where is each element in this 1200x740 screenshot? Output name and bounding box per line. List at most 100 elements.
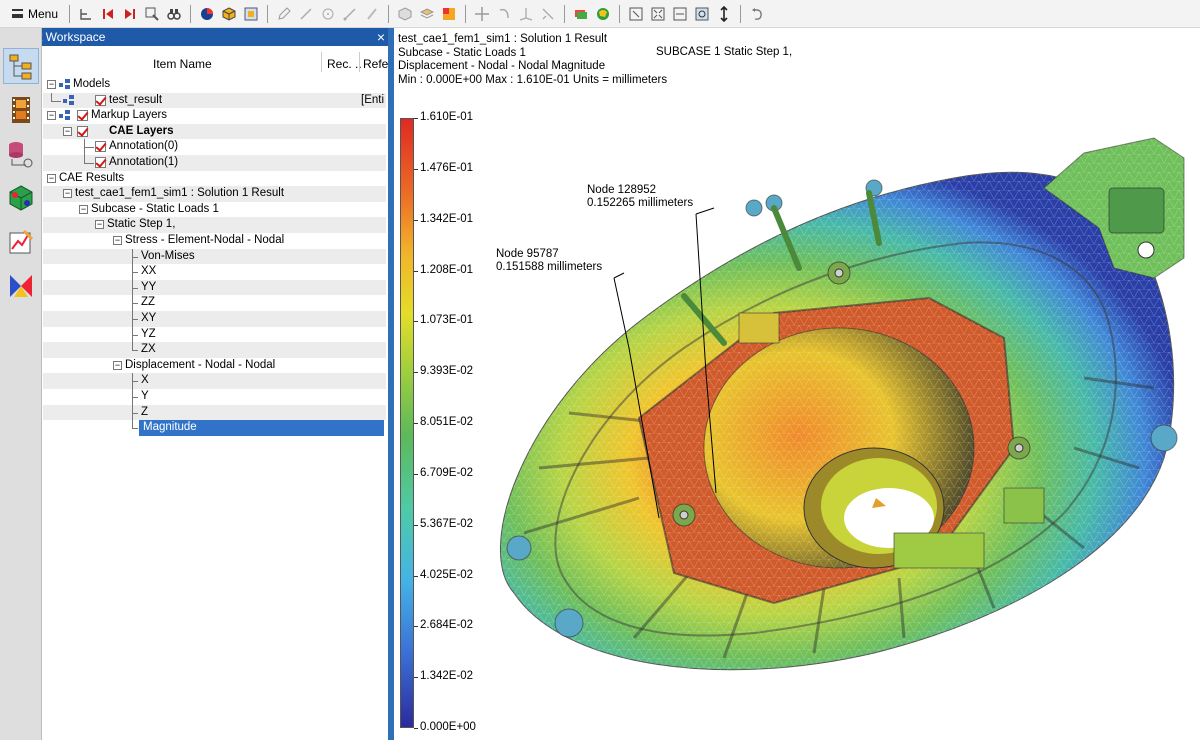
tree-leaf-y[interactable]: Y [43, 389, 386, 405]
tree-node-test-result[interactable]: test_result [Enti [43, 92, 386, 109]
fit-width-icon[interactable] [671, 5, 689, 23]
collapse-icon[interactable]: − [47, 110, 56, 121]
node-id-label: Node 95787 [496, 248, 559, 260]
collapse-icon[interactable]: − [113, 235, 122, 245]
tree-node-annotation-0[interactable]: Annotation(0) [43, 139, 386, 156]
rotate-arrow-icon[interactable] [495, 5, 513, 23]
main-toolbar: Menu [0, 0, 1200, 28]
tree-leaf-xy[interactable]: XY [43, 311, 386, 327]
node-id-label: Node 128952 [587, 184, 657, 196]
tree-node-models[interactable]: − Models [43, 77, 386, 93]
tree-node-markup-layers[interactable]: − Markup Layers [43, 108, 386, 124]
refresh-view-icon[interactable] [693, 5, 711, 23]
tree-leaf-xx[interactable]: XX [43, 264, 386, 281]
collapse-icon[interactable]: − [47, 79, 56, 89]
vertical-arrows-icon[interactable] [715, 5, 733, 23]
legend-value-label: 1.073E-01 [420, 314, 474, 327]
tree-leaf-magnitude[interactable]: Magnitude [43, 420, 386, 436]
tree-node-subcase[interactable]: − Subcase - Static Loads 1 [43, 202, 386, 218]
color-cube-icon[interactable] [440, 5, 458, 23]
tag-icon[interactable] [572, 5, 590, 23]
sphere-icon[interactable] [198, 5, 216, 23]
visibility-checkbox[interactable] [77, 110, 88, 122]
visibility-checkbox[interactable] [95, 141, 106, 153]
pencil-icon[interactable] [275, 5, 293, 23]
legend-value-label: 2.684E-02 [420, 619, 474, 632]
tree-label: CAE Results [59, 171, 125, 184]
node-value-label: 0.152265 millimeters [587, 197, 694, 209]
last-frame-icon[interactable] [121, 5, 139, 23]
collapse-icon[interactable]: − [47, 172, 56, 183]
column-divider[interactable] [321, 52, 322, 72]
zoom-fit-icon[interactable] [649, 5, 667, 23]
column-rec[interactable]: Rec. .. [327, 57, 362, 71]
legend-value-label: 0.000E+00 [420, 721, 476, 733]
first-frame-icon[interactable] [99, 5, 117, 23]
cube-select-icon[interactable] [220, 5, 238, 23]
toolbar-separator [190, 4, 192, 23]
move-icon[interactable] [473, 5, 491, 23]
tree-node-stress[interactable]: − Stress - Element-Nodal - Nodal [43, 233, 386, 249]
cae-cube-icon[interactable] [3, 180, 39, 216]
toolbar-separator [619, 4, 621, 23]
fem-model-contour[interactable] [394, 28, 1200, 740]
collapse-icon[interactable]: − [63, 188, 72, 199]
markup-icon[interactable] [3, 224, 39, 260]
tree-label: Subcase - Static Loads 1 [91, 202, 219, 215]
binoculars-icon[interactable] [165, 5, 183, 23]
database-icon[interactable] [3, 136, 39, 172]
tree-leaf-z[interactable]: Z [43, 404, 386, 421]
tree-leaf-yy[interactable]: YY [43, 279, 386, 296]
toolbar-separator [740, 4, 742, 23]
assembly-icon[interactable] [3, 48, 39, 84]
line-icon[interactable] [297, 5, 315, 23]
tree-node-displacement[interactable]: − Displacement - Nodal - Nodal [43, 358, 386, 374]
collapse-icon[interactable]: − [95, 219, 104, 230]
fit-view-icon[interactable] [627, 5, 645, 23]
graphics-viewport[interactable]: test_cae1_fem1_sim1 : Solution 1 Result … [394, 28, 1200, 740]
tree-node-cae-results[interactable]: − CAE Results [43, 171, 386, 187]
info-solution: test_cae1_fem1_sim1 : Solution 1 Result [398, 33, 608, 45]
new-tree-icon[interactable] [77, 5, 95, 23]
info-subcase-step: SUBCASE 1 Static Step 1, [656, 46, 793, 58]
tree-label: Markup Layers [91, 109, 168, 122]
panel-splitter[interactable] [388, 28, 394, 740]
model-icon [63, 94, 74, 105]
tree-node-solution[interactable]: − test_cae1_fem1_sim1 : Solution 1 Resul… [43, 186, 386, 202]
undo-icon[interactable] [748, 5, 766, 23]
fit-arrow-icon[interactable] [539, 5, 557, 23]
collapse-icon[interactable]: − [113, 359, 122, 370]
tree-leaf-yz[interactable]: YZ [43, 326, 386, 343]
animation-film-icon[interactable] [3, 92, 39, 128]
collapse-icon[interactable]: − [79, 203, 88, 214]
tree-label: ZZ [141, 296, 156, 309]
tree-leaf-von-mises[interactable]: Von-Mises [43, 248, 386, 265]
tree-leaf-zx[interactable]: ZX [43, 342, 386, 358]
column-divider[interactable] [359, 52, 360, 72]
brush-icon[interactable] [363, 5, 381, 23]
tree-node-static-step[interactable]: − Static Step 1, [43, 217, 386, 233]
zoom-search-icon[interactable] [143, 5, 161, 23]
column-item-name[interactable]: Item Name [153, 57, 212, 71]
circle-icon[interactable] [319, 5, 337, 23]
axes-icon[interactable] [517, 5, 535, 23]
menu-button[interactable]: Menu [6, 3, 64, 25]
visibility-checkbox[interactable] [95, 94, 106, 106]
collapse-icon[interactable]: − [63, 125, 72, 136]
tree-node-annotation-1[interactable]: Annotation(1) [43, 155, 386, 171]
tree-leaf-x[interactable]: X [43, 373, 386, 390]
layers-group-icon [59, 110, 70, 121]
visibility-checkbox[interactable] [77, 125, 88, 137]
globe-icon[interactable] [594, 5, 612, 23]
tree-node-cae-layers[interactable]: − CAE Layers [43, 123, 386, 140]
column-ref[interactable]: Refe [363, 57, 388, 71]
shaded-cube-icon[interactable] [396, 5, 414, 23]
legend-tick [414, 270, 418, 272]
slash-icon[interactable] [341, 5, 359, 23]
layers-icon[interactable] [418, 5, 436, 23]
visibility-checkbox[interactable] [95, 157, 106, 168]
box-icon[interactable] [242, 5, 260, 23]
tree-leaf-zz[interactable]: ZZ [43, 295, 386, 312]
section-icon[interactable] [3, 268, 39, 304]
close-icon[interactable]: × [376, 29, 385, 45]
